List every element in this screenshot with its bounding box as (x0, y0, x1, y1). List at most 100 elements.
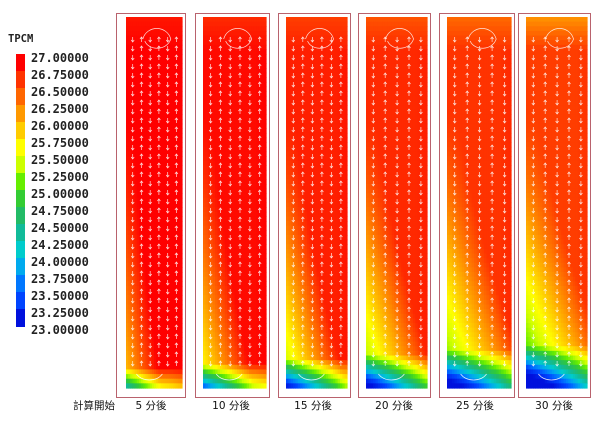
velocity-arrow (238, 72, 242, 78)
field-cell (261, 244, 265, 250)
field-cell (212, 30, 216, 37)
field-cell (222, 304, 226, 310)
field-cell (234, 234, 238, 241)
field-cell (173, 374, 177, 380)
field-cell (179, 95, 183, 102)
field-cell (177, 114, 181, 120)
field-cell (232, 202, 236, 208)
field-cell (130, 360, 134, 366)
field-cell (295, 63, 299, 69)
field-cell (261, 54, 265, 60)
field-cell (151, 258, 155, 264)
field-cell (232, 100, 236, 106)
field-cell (173, 304, 177, 310)
field-cell (241, 355, 245, 361)
field-cell (246, 281, 250, 287)
field-cell (138, 369, 142, 375)
field-cell (175, 225, 179, 231)
field-cell (207, 332, 211, 338)
field-cell (210, 309, 214, 315)
field-cell (212, 202, 216, 208)
velocity-arrow (228, 298, 232, 304)
field-cell (141, 304, 144, 310)
field-cell (330, 44, 334, 51)
velocity-arrow (257, 189, 262, 195)
field-cell (128, 378, 131, 384)
field-cell (222, 281, 226, 287)
field-cell (241, 341, 245, 347)
field-cell (149, 63, 153, 69)
field-cell (154, 142, 157, 148)
field-cell (210, 383, 214, 389)
field-cell (219, 285, 223, 292)
field-cell (217, 132, 221, 139)
field-cell (138, 95, 142, 102)
field-cell (249, 304, 253, 310)
field-cell (171, 188, 174, 194)
field-cell (316, 49, 320, 55)
field-cell (263, 346, 267, 352)
field-cell (229, 327, 233, 333)
field-cell (130, 193, 134, 199)
field-cell (171, 299, 174, 306)
field-cell (335, 63, 339, 69)
field-cell (166, 17, 170, 23)
field-cell (156, 109, 159, 115)
velocity-arrow (218, 72, 223, 78)
field-cell (232, 383, 236, 389)
field-cell (222, 244, 226, 250)
field-cell (166, 68, 170, 74)
field-cell (258, 350, 262, 357)
field-cell (128, 183, 131, 190)
velocity-arrow (139, 198, 144, 204)
field-cell (149, 267, 153, 273)
field-cell (128, 374, 131, 380)
field-cell (207, 49, 211, 55)
field-cell (203, 239, 207, 245)
field-cell (173, 68, 177, 74)
field-cell (256, 313, 260, 320)
field-cell (138, 165, 142, 171)
field-cell (234, 179, 238, 185)
field-cell (232, 332, 236, 338)
field-cell (219, 234, 223, 241)
field-cell (141, 30, 144, 37)
field-cell (263, 58, 267, 64)
velocity-arrow (165, 289, 170, 295)
field-cell (169, 272, 172, 278)
velocity-arrow (257, 108, 262, 114)
field-cell (156, 165, 159, 171)
field-cell (339, 30, 343, 37)
field-cell (147, 313, 151, 320)
field-cell (258, 193, 262, 199)
field-cell (166, 378, 170, 384)
field-cell (215, 221, 219, 227)
field-cell (160, 360, 164, 366)
field-cell (173, 58, 177, 64)
field-cell (175, 132, 179, 139)
field-cell (173, 35, 177, 41)
colorbar-tick-label: 24.25000 (31, 238, 89, 252)
field-cell (143, 211, 146, 218)
field-cell (169, 160, 172, 166)
field-cell (229, 49, 233, 55)
field-cell (224, 290, 228, 296)
field-cell (229, 355, 233, 361)
field-cell (219, 323, 223, 329)
field-cell (164, 54, 168, 60)
field-cell (232, 341, 236, 347)
field-cell (154, 313, 157, 320)
field-cell (138, 253, 142, 259)
field-cell (147, 285, 151, 292)
field-cell (263, 174, 267, 180)
velocity-arrow (165, 55, 170, 61)
field-cell (251, 105, 255, 111)
field-cell (158, 378, 162, 384)
field-cell (234, 281, 238, 287)
field-cell (222, 58, 226, 64)
field-cell (295, 72, 299, 78)
field-cell (177, 202, 181, 208)
velocity-arrow (130, 289, 135, 295)
field-cell (256, 341, 260, 347)
field-cell (321, 54, 325, 60)
